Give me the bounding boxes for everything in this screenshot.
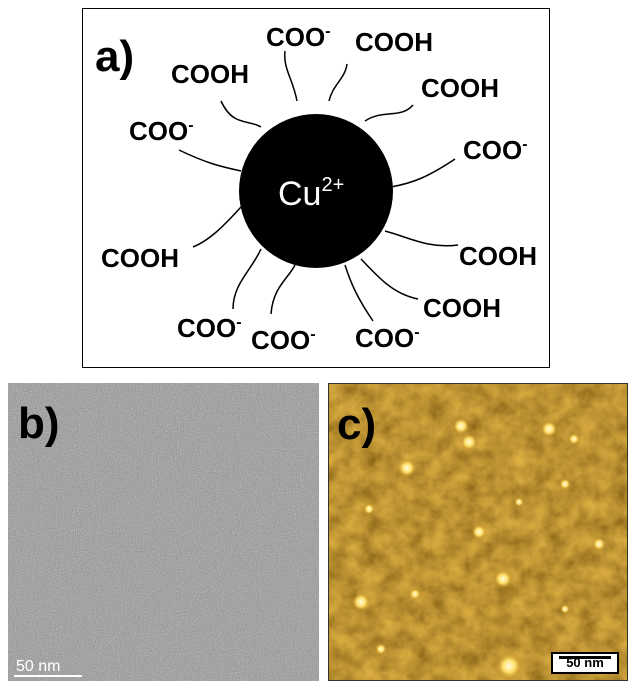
tether — [360, 258, 419, 300]
tether — [364, 104, 414, 122]
particle — [592, 537, 606, 551]
tem-micrograph: b) 50 nm — [8, 383, 319, 681]
nanoparticle-schematic: a) Cu2+ COO- COOH COOH COOH COO- COO- — [95, 22, 537, 355]
tether — [192, 206, 242, 248]
scale-bar — [559, 656, 611, 659]
particle — [493, 569, 513, 589]
afm-scale-bar: 50 nm — [551, 652, 619, 674]
schematic-panel: a) Cu2+ COO- COOH COOH COOH COO- COO- — [82, 8, 550, 368]
ligand-label: COO- — [463, 135, 528, 165]
particle — [363, 503, 375, 515]
ligand-label: COO- — [129, 116, 194, 146]
tether — [390, 158, 456, 188]
tem-noise — [8, 383, 319, 681]
particle — [540, 420, 558, 438]
ligand-label: COOH — [101, 243, 179, 273]
copper-core — [239, 114, 393, 268]
particle — [568, 433, 580, 445]
ligand-labels: COO- COOH COOH COOH COO- COO- COOH COOH … — [101, 22, 537, 355]
ligand-label: COOH — [423, 293, 501, 323]
particle — [471, 524, 487, 540]
tether — [344, 264, 374, 322]
ligand-label: COO- — [355, 323, 420, 353]
tether — [270, 264, 296, 315]
panel-a-label: a) — [95, 32, 134, 81]
tether — [284, 50, 298, 102]
particle — [514, 497, 524, 507]
tether — [384, 230, 459, 247]
afm-topography: c) — [329, 384, 627, 680]
ligand-tethers — [178, 50, 459, 322]
ligand-label: COOH — [459, 241, 537, 271]
tether — [178, 149, 242, 172]
afm-particles — [351, 417, 606, 680]
particle — [559, 478, 571, 490]
particle — [495, 652, 523, 680]
tether — [220, 100, 262, 128]
core-label: Cu2+ — [278, 174, 344, 213]
ligand-label: COO- — [266, 22, 331, 52]
scale-bar-label: 50 nm — [16, 658, 60, 675]
ligand-label: COO- — [177, 313, 242, 343]
particle — [351, 592, 371, 612]
particle — [397, 458, 417, 478]
particle — [460, 433, 478, 451]
afm-image-panel: c) 50 nm — [328, 383, 628, 681]
panel-b-label: b) — [18, 399, 60, 448]
tether — [232, 248, 262, 310]
tem-image-panel: b) 50 nm — [8, 383, 319, 681]
particle — [409, 588, 421, 600]
panel-c-label: c) — [337, 400, 376, 449]
ligand-label: COO- — [251, 325, 316, 355]
particle — [375, 643, 387, 655]
ligand-label: COOH — [355, 27, 433, 57]
ligand-label: COOH — [171, 59, 249, 89]
tether — [328, 63, 348, 102]
ligand-label: COOH — [421, 73, 499, 103]
particle — [560, 604, 570, 614]
particle — [452, 417, 470, 435]
